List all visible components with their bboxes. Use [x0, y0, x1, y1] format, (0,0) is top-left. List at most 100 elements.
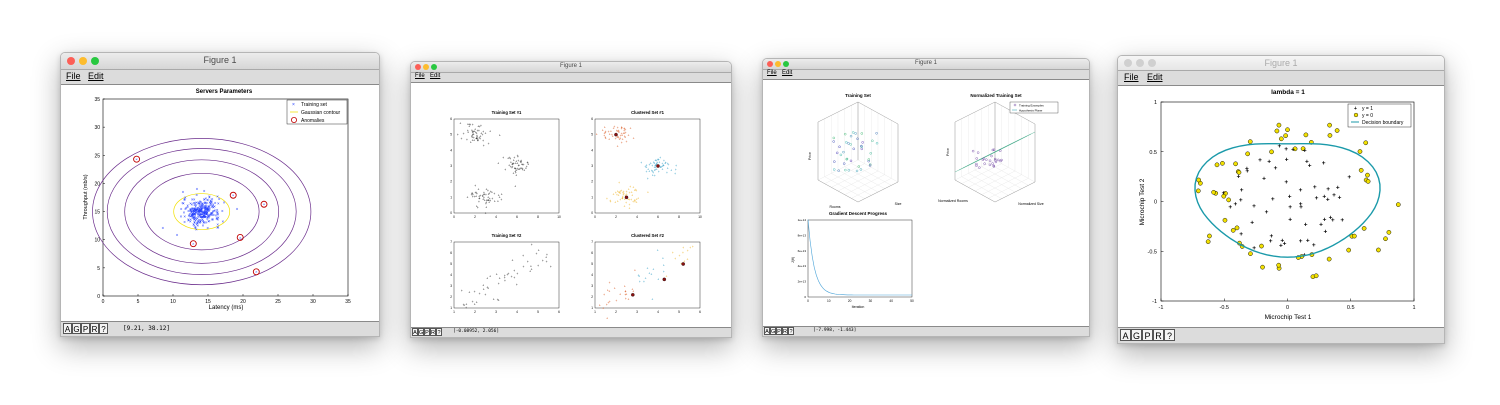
menu-edit[interactable]: Edit — [430, 73, 441, 79]
training-point: × — [188, 211, 191, 216]
toolbar-button-help[interactable]: ? — [1164, 329, 1175, 341]
toolbar-button-r[interactable]: R — [1153, 329, 1164, 341]
data-point: + — [609, 132, 611, 136]
training-point: × — [194, 201, 197, 206]
data-point: + — [625, 292, 627, 296]
title-bar[interactable]: Figure 1 — [61, 53, 379, 70]
toolbar-button-a[interactable]: A — [1120, 329, 1131, 341]
menu-edit[interactable]: Edit — [782, 70, 793, 76]
training-point: × — [193, 212, 196, 217]
negative-point — [1233, 161, 1238, 167]
toolbar-button-r[interactable]: R — [430, 328, 436, 336]
subplot-clustered-1: Clustered Set #10 2 4 6 8 100123456++++++++++… — [591, 110, 702, 219]
data-point: + — [512, 171, 514, 175]
toolbar-button-g[interactable]: G — [72, 323, 81, 334]
data-point: + — [488, 142, 490, 146]
figure-canvas[interactable]: Training Set #1 0 2 4 6 8 10 0 1 2 3 4 5 6 + + + + + + + + + + +… — [411, 83, 731, 327]
y-tick-label: 2 — [450, 180, 452, 184]
training-point: × — [217, 201, 220, 206]
training-point: × — [218, 197, 221, 202]
training-point: × — [199, 209, 202, 214]
data-point: + — [473, 130, 475, 134]
zoom-button[interactable] — [783, 61, 789, 67]
data-point: + — [526, 161, 528, 165]
zoom-button[interactable] — [91, 57, 99, 65]
data-point: + — [674, 172, 676, 176]
title-bar[interactable]: Figure 1 — [1118, 56, 1444, 71]
toolbar-button-p[interactable]: P — [776, 327, 782, 335]
toolbar-button-g[interactable]: G — [770, 327, 776, 335]
legend-training-label: Training set — [301, 102, 328, 108]
data-point: + — [628, 203, 630, 207]
training-example — [993, 157, 997, 161]
data-point: + — [474, 128, 476, 132]
close-button[interactable] — [415, 64, 421, 70]
data-point: + — [513, 269, 515, 273]
training-point: × — [208, 214, 211, 219]
toolbar-button-a[interactable]: A — [63, 323, 72, 334]
data-point: + — [473, 132, 475, 136]
toolbar-button-g[interactable]: G — [1131, 329, 1142, 341]
data-point: + — [605, 130, 607, 134]
figure-canvas[interactable]: Servers Parameters 0 5 10 15 20 25 30 35 0 5 10 15 2… — [61, 85, 379, 321]
close-button[interactable] — [67, 57, 75, 65]
data-point: + — [656, 168, 658, 172]
training-point: × — [185, 206, 188, 211]
menu-edit[interactable]: Edit — [1147, 72, 1163, 82]
close-button[interactable] — [1124, 59, 1132, 67]
menu-edit[interactable]: Edit — [88, 71, 104, 81]
menu-file[interactable]: File — [415, 73, 425, 79]
toolbar-button-help[interactable]: ? — [788, 327, 794, 335]
zoom-button[interactable] — [431, 64, 437, 70]
training-point: × — [191, 213, 194, 218]
menu-file[interactable]: File — [767, 70, 777, 76]
data-point: + — [654, 169, 656, 173]
x-axis-label: Microchip Test 1 — [1265, 314, 1312, 321]
figure-canvas[interactable]: lambda = 1 -1 -0.5 0 0.5 1 -1 -0.5 0 0.5 1 Microc… — [1118, 86, 1444, 328]
toolbar-button-p[interactable]: P — [81, 323, 90, 334]
close-button[interactable] — [767, 61, 773, 67]
data-point: + — [477, 206, 479, 210]
x-tick-label: 50 — [910, 299, 914, 303]
training-point: × — [210, 202, 213, 207]
data-point: + — [675, 168, 677, 172]
plot-servers-parameters[interactable]: Servers Parameters 0 5 10 15 20 25 30 35 0 5 10 15 2… — [61, 85, 379, 321]
toolbar-button-a[interactable]: A — [764, 327, 770, 335]
zoom-button[interactable] — [1148, 59, 1156, 67]
toolbar-button-p[interactable]: P — [1142, 329, 1153, 341]
centroid — [631, 293, 635, 297]
minimize-button[interactable] — [79, 57, 87, 65]
minimize-button[interactable] — [775, 61, 781, 67]
data-point: + — [502, 156, 504, 160]
title-bar[interactable]: Figure 1 — [411, 62, 731, 73]
toolbar-button-a[interactable]: A — [412, 328, 418, 336]
regression-subplots[interactable]: Training Set Normalized Training Set Tra… — [763, 80, 1089, 326]
positive-point: + — [1303, 148, 1307, 155]
data-point: + — [516, 162, 518, 166]
toolbar-button-help[interactable]: ? — [436, 328, 442, 336]
training-point: × — [198, 201, 201, 206]
toolbar-button-help[interactable]: ? — [99, 323, 108, 334]
menu-file[interactable]: File — [1124, 72, 1139, 82]
plot-decision-boundary[interactable]: lambda = 1 -1 -0.5 0 0.5 1 -1 -0.5 0 0.5 1 Microc… — [1118, 86, 1444, 328]
title-bar[interactable]: Figure 1 — [763, 59, 1089, 70]
toolbar-button-r[interactable]: R — [782, 327, 788, 335]
data-point: + — [475, 194, 477, 198]
positive-point: + — [1299, 204, 1303, 211]
figure-canvas[interactable]: Training Set Normalized Training Set Tra… — [763, 80, 1089, 326]
toolbar-button-p[interactable]: P — [424, 328, 430, 336]
training-example — [837, 169, 840, 172]
data-point: + — [485, 202, 487, 206]
data-point: + — [614, 286, 616, 290]
minimize-button[interactable] — [1136, 59, 1144, 67]
menu-file[interactable]: File — [66, 71, 81, 81]
y-tick-label: 0 — [591, 211, 593, 215]
norm-price-label: Price — [946, 148, 950, 156]
window-title: Figure 1 — [914, 60, 937, 66]
toolbar-button-r[interactable]: R — [90, 323, 99, 334]
toolbar-button-g[interactable]: G — [418, 328, 424, 336]
clustering-subplots[interactable]: Training Set #10 2 4 6 8 100123456+++++++++++… — [411, 83, 731, 327]
minimize-button[interactable] — [423, 64, 429, 70]
training-example — [982, 157, 986, 160]
training-point: × — [236, 206, 239, 211]
